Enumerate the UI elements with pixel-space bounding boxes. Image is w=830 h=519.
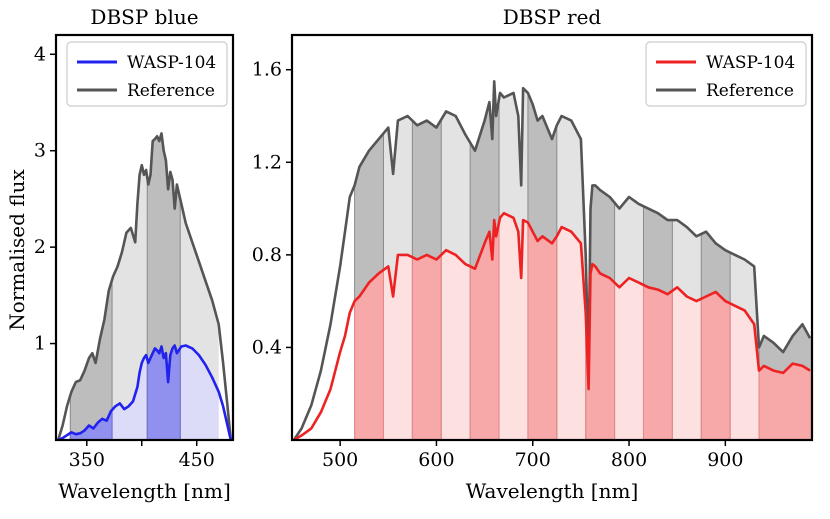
panel-title: DBSP blue	[90, 5, 198, 29]
x-tick-label: 700	[515, 449, 551, 471]
x-tick-label: 800	[611, 449, 647, 471]
target-bin-9	[614, 278, 644, 440]
y-tick-label: 1.2	[252, 151, 282, 173]
target-bin-2	[412, 254, 442, 440]
figure-ylabel: Normalised flux	[5, 169, 29, 331]
panel-dbsp-blue: 350 450 1 2 3 4 DBSP blue Wavelength [nm] WASP-1…	[34, 5, 235, 503]
series-line-reference	[292, 80, 812, 440]
panel-dbsp-red: 500 600 700 800 900 0.4 0.8 1.2 1.6 DBSP red Wavel…	[252, 5, 814, 503]
plot-area	[56, 132, 233, 440]
x-tick-label: 500	[322, 449, 358, 471]
target-bin-0	[70, 409, 113, 440]
legend-label: WASP-104	[706, 53, 795, 73]
axes-frame	[290, 33, 814, 442]
y-tick-label: 1.6	[252, 59, 282, 81]
y-tick-label: 3	[34, 140, 46, 162]
legend-label: Reference	[127, 81, 215, 101]
series-line-wasp-104	[57, 344, 233, 440]
legend: WASP-104 Reference	[645, 41, 807, 107]
target-bin-10	[643, 284, 673, 440]
legend: WASP-104 Reference	[66, 41, 228, 107]
x-tick-label: 600	[418, 449, 454, 471]
x-axis-label: Wavelength [nm]	[58, 479, 231, 503]
plot-area	[292, 80, 812, 440]
x-tick-label: 900	[707, 449, 743, 471]
target-bin-5	[499, 213, 528, 440]
x-axis-label: Wavelength [nm]	[466, 479, 639, 503]
target-bin-1	[112, 355, 148, 440]
legend-label: WASP-104	[127, 53, 216, 73]
target-bin-3	[441, 250, 471, 440]
target-bin-4	[470, 220, 500, 440]
y-tick-label: 0.8	[252, 244, 282, 266]
target-bin-3	[180, 345, 219, 440]
series-line-wasp-104	[293, 211, 811, 440]
target-bin-12	[701, 291, 731, 440]
y-tick-label: 2	[34, 236, 46, 258]
target-bin-0	[354, 269, 384, 440]
y-tick-label: 4	[34, 43, 46, 65]
target-bin-13	[730, 303, 760, 440]
target-bin-14	[759, 363, 812, 440]
target-bin-11	[672, 287, 702, 440]
axes-frame	[54, 33, 235, 442]
target-bin-8	[585, 264, 615, 440]
target-bin-6	[527, 222, 557, 440]
reference-bin-0	[70, 279, 113, 440]
legend-label: Reference	[706, 81, 794, 101]
panel-title: DBSP red	[503, 5, 602, 29]
y-tick-label: 1	[34, 333, 46, 355]
x-tick-label: 350	[69, 449, 105, 471]
x-tick-label: 450	[179, 449, 215, 471]
target-bin-1	[383, 254, 413, 440]
target-bin-2	[147, 345, 181, 440]
target-bin-7	[556, 227, 586, 440]
reference-bin-1	[112, 165, 148, 440]
series-line-reference	[56, 132, 233, 440]
y-tick-label: 0.4	[252, 336, 282, 358]
